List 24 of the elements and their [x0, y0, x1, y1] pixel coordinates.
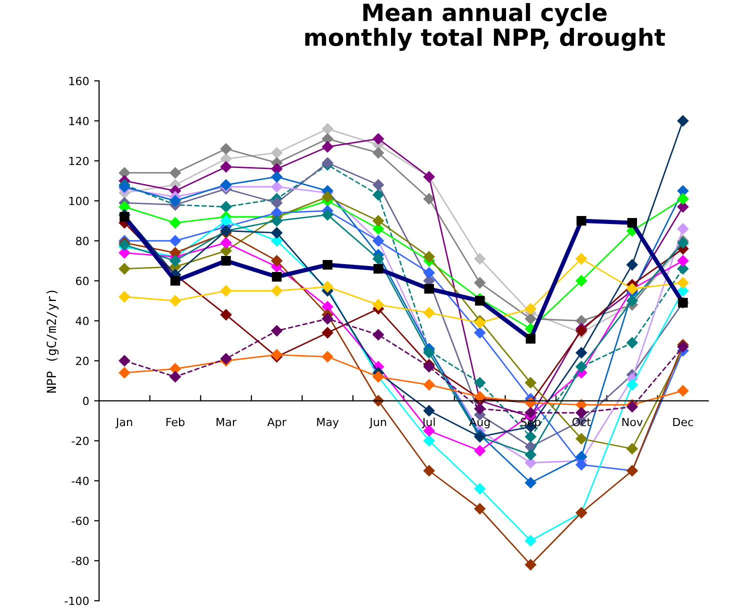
x-tick-label: Jan — [115, 418, 132, 428]
y-tick-label: 160 — [69, 76, 89, 86]
y-tick-label: -20 — [72, 436, 89, 446]
y-tick-label: 140 — [69, 116, 89, 126]
x-tick-label: Apr — [267, 418, 286, 428]
y-tick-label: 40 — [76, 316, 89, 326]
y-tick-label: 60 — [76, 276, 89, 286]
x-tick-label: May — [317, 418, 339, 428]
y-tick-label: 100 — [69, 196, 89, 206]
y-axis-title: NPP (gC/m2/yr) — [46, 290, 59, 393]
x-tick-label: Mar — [216, 418, 236, 426]
y-tick-label: -80 — [72, 556, 89, 566]
y-tick-label: -100 — [64, 596, 89, 606]
x-tick-label: Feb — [166, 418, 184, 426]
x-tick-label: Dec — [673, 418, 693, 426]
x-tick-label: Nov — [622, 418, 643, 426]
y-tick-label: -60 — [72, 516, 89, 526]
y-tick-label: 20 — [76, 356, 89, 366]
chart-title: Mean annual cycle monthly total NPP, drought — [305, 3, 666, 51]
x-tick-label: Jun — [369, 418, 386, 428]
y-tick-label: -40 — [72, 476, 89, 486]
y-tick-label: 120 — [69, 156, 89, 166]
y-tick-label: 80 — [76, 236, 89, 246]
y-tick-label: 0 — [83, 396, 89, 406]
